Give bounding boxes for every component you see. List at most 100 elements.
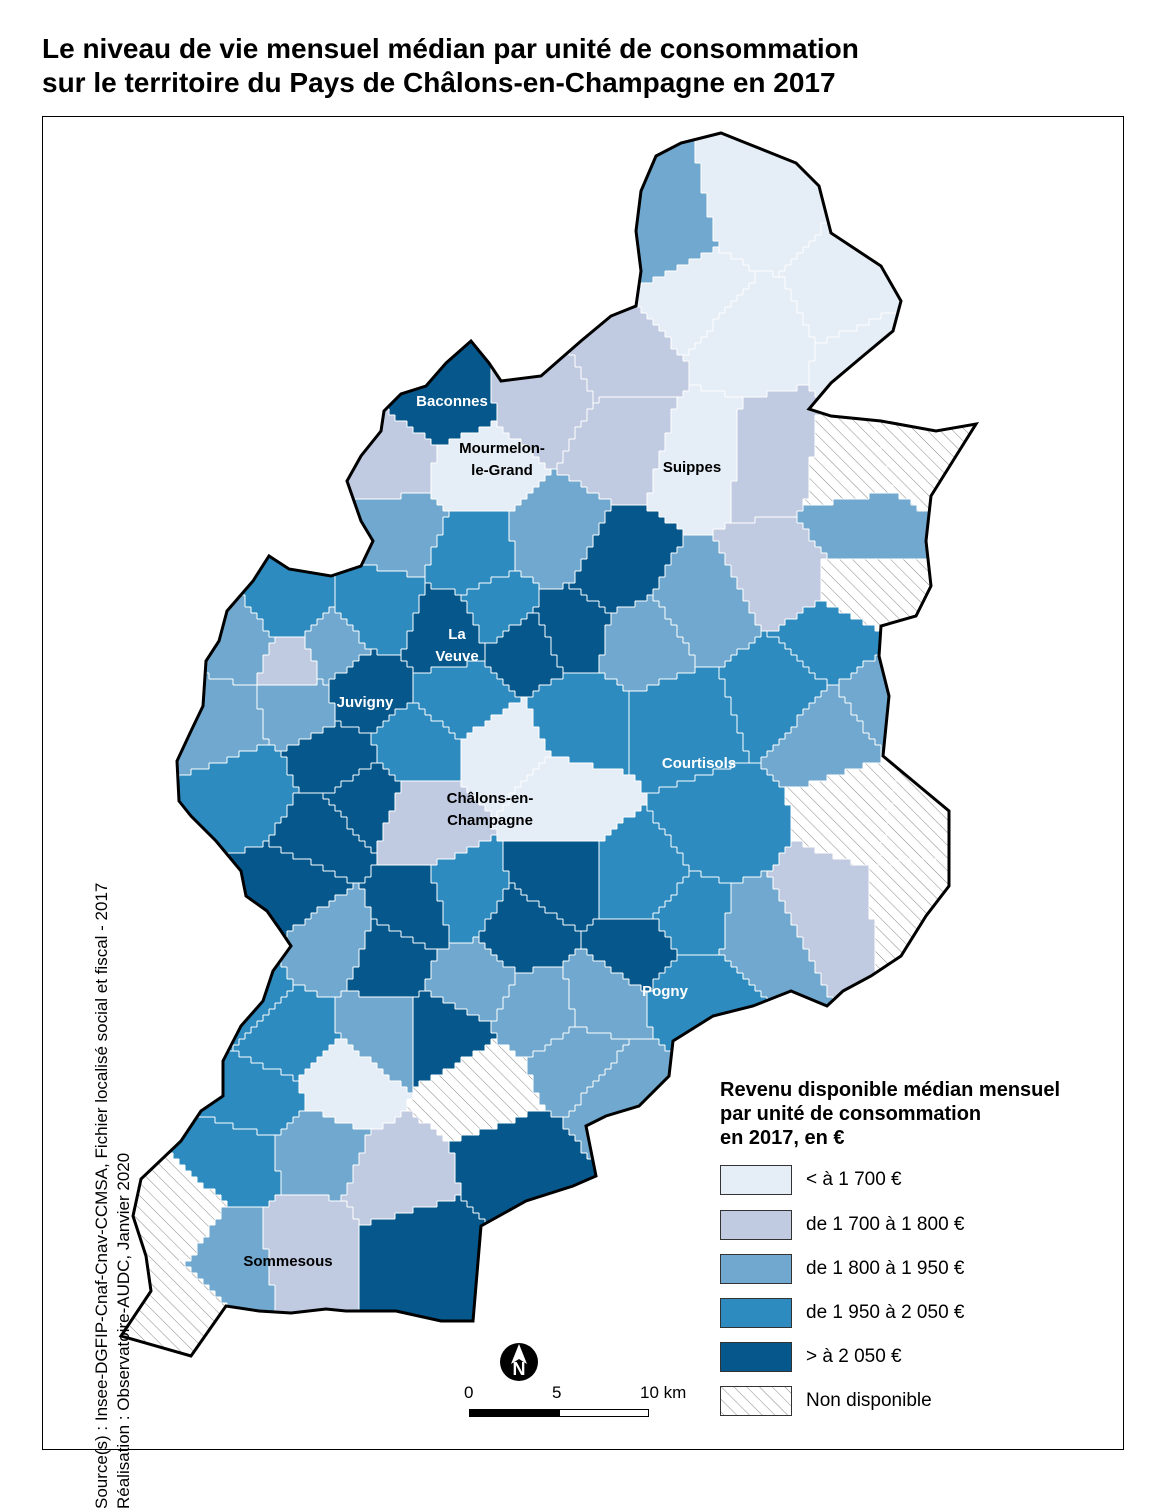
- commune-cell: [281, 1069, 306, 1076]
- commune-cell: [833, 499, 912, 506]
- commune-cell: [911, 1195, 918, 1202]
- commune-cell: [281, 961, 360, 968]
- commune-cell: [215, 1117, 294, 1124]
- commune-cell: [161, 889, 348, 896]
- commune-cell: [725, 553, 828, 560]
- commune-cell: [413, 1021, 492, 1028]
- commune-cell: [131, 451, 216, 458]
- commune-cell: [725, 523, 804, 530]
- commune-cell: [347, 985, 426, 992]
- commune-cell: [803, 313, 882, 320]
- commune-cell: [629, 733, 744, 740]
- commune-cell: [533, 577, 576, 584]
- commune-cell: [383, 835, 492, 842]
- commune-cell: [647, 997, 768, 1004]
- commune-cell: [875, 979, 976, 986]
- commune-cell: [485, 325, 558, 332]
- commune-cell: [869, 889, 976, 896]
- commune-cell: [121, 1225, 210, 1232]
- commune-cell: [257, 745, 276, 752]
- commune-cell: [311, 1063, 378, 1070]
- commune-cell: [431, 715, 492, 722]
- commune-cell: [623, 769, 630, 776]
- commune-cell: [121, 1321, 240, 1328]
- commune-cell: [527, 1063, 612, 1070]
- commune-cell: [269, 841, 366, 848]
- commune-cell: [257, 1129, 282, 1136]
- commune-cell: [377, 757, 462, 764]
- commune-cell: [881, 751, 930, 758]
- commune-cell: [683, 391, 726, 398]
- commune-cell: [869, 493, 900, 500]
- commune-cell: [121, 415, 156, 422]
- commune-cell: [503, 841, 600, 848]
- commune-cell: [455, 1195, 462, 1202]
- commune-cell: [281, 1129, 372, 1136]
- commune-cell: [305, 919, 372, 926]
- map-title: Le niveau de vie mensuel médian par unit…: [42, 32, 1142, 100]
- commune-cell: [677, 625, 762, 632]
- commune-cell: [497, 673, 564, 680]
- commune-cell: [599, 913, 654, 920]
- commune-cell: [275, 949, 360, 956]
- commune-cell: [677, 265, 750, 272]
- commune-cell: [287, 973, 354, 980]
- commune-cell: [121, 775, 180, 782]
- commune-cell: [401, 655, 486, 662]
- commune-cell: [485, 643, 552, 650]
- commune-cell: [665, 967, 738, 974]
- commune-cell: [785, 787, 894, 794]
- commune-cell: [677, 847, 786, 854]
- commune-cell: [335, 571, 408, 578]
- commune-cell: [221, 289, 480, 296]
- commune-cell: [833, 1009, 876, 1016]
- commune-cell: [575, 571, 666, 578]
- commune-cell: [989, 553, 1002, 560]
- commune-cell: [809, 487, 894, 494]
- commune-cell: [121, 307, 246, 314]
- commune-cell: [539, 733, 630, 740]
- commune-cell: [329, 553, 432, 560]
- commune-cell: [143, 787, 300, 794]
- commune-cell: [431, 667, 492, 674]
- commune-cell: [491, 361, 576, 368]
- commune-cell: [653, 469, 738, 476]
- commune-cell: [121, 325, 270, 332]
- commune-cell: [653, 475, 738, 482]
- commune-cell: [377, 1063, 414, 1070]
- legend-item: < à 1 700 €: [720, 1165, 1100, 1195]
- commune-cell: [875, 985, 976, 992]
- commune-cell: [875, 925, 976, 932]
- commune-cell: [281, 1177, 354, 1184]
- commune-cell: [509, 517, 606, 524]
- place-label-line: le-Grand: [471, 462, 533, 479]
- commune-cell: [629, 763, 732, 770]
- commune-cell: [683, 529, 714, 536]
- commune-cell: [647, 1003, 774, 1010]
- commune-cell: [395, 805, 486, 812]
- commune-cell: [359, 1243, 510, 1250]
- commune-cell: [497, 409, 588, 416]
- commune-cell: [413, 1081, 420, 1088]
- commune-cell: [875, 997, 976, 1004]
- commune-cell: [647, 793, 786, 800]
- commune-cell: [377, 745, 462, 752]
- commune-cell: [485, 721, 534, 728]
- commune-cell: [359, 883, 438, 890]
- commune-cell: [479, 931, 582, 938]
- commune-cell: [491, 949, 576, 956]
- commune-cell: [569, 955, 594, 962]
- commune-cell: [461, 1183, 612, 1190]
- commune-cell: [815, 427, 876, 434]
- commune-cell: [497, 811, 636, 818]
- commune-cell: [737, 433, 816, 440]
- map-frame: Baconnes Mourmelon-le-Grand Suippes La Veuve…: [42, 116, 1124, 1509]
- commune-cell: [491, 241, 720, 248]
- commune-cell: [359, 631, 408, 638]
- commune-cell: [121, 235, 144, 242]
- commune-cell: [497, 415, 588, 422]
- commune-cell: [473, 727, 540, 734]
- commune-cell: [875, 1015, 976, 1022]
- commune-cell: [121, 757, 228, 764]
